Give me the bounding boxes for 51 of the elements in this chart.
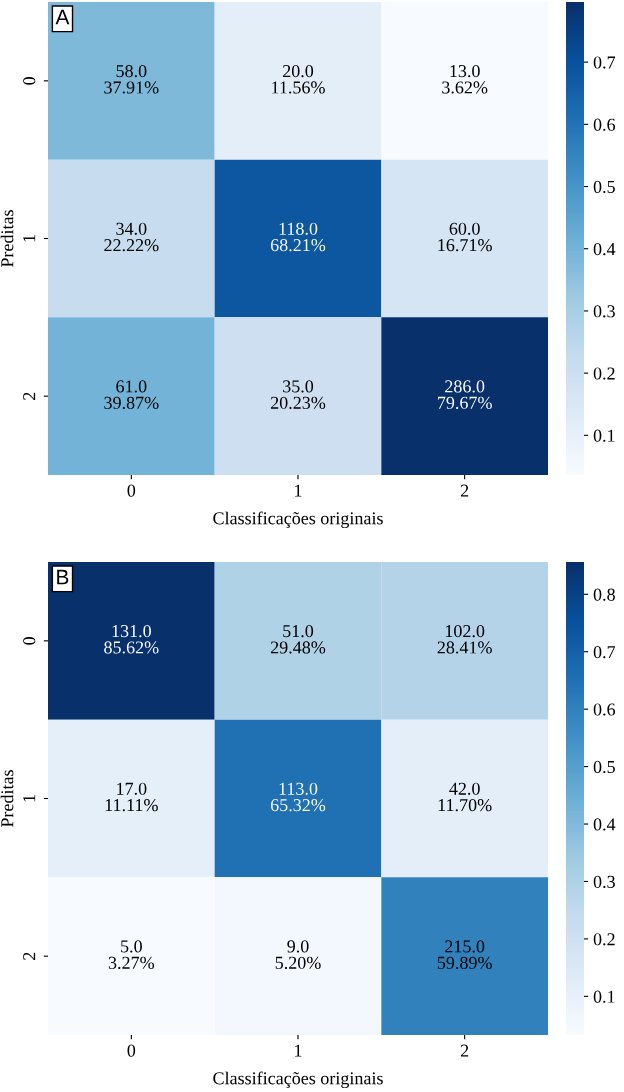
color-bar-label: 0.4 <box>593 242 616 256</box>
y-tick-label: 0 <box>23 637 36 645</box>
data-label: 286.0 79.67% <box>438 380 492 409</box>
x-tick-label: 0 <box>127 1044 136 1057</box>
y-tick-label: 1 <box>23 795 36 802</box>
data-label: 102.0 28.41% <box>437 624 492 654</box>
color-bar-label: 0.7 <box>593 56 616 69</box>
x-tick-label: 2 <box>460 1044 469 1057</box>
data-label: 131.0 85.62% <box>104 624 159 654</box>
y-tick-label: 0 <box>23 77 36 85</box>
y-tick-label: 2 <box>23 952 36 960</box>
data-label: 9.0 5.20% <box>275 940 321 969</box>
color-bar-label: 0.2 <box>593 367 615 380</box>
color-bar-label: 0.3 <box>593 305 615 318</box>
x-tick-label: 1 <box>295 1044 302 1057</box>
color-bar-label: 0.2 <box>593 933 615 946</box>
data-label: 61.0 39.87% <box>104 380 159 409</box>
color-bar-label: 0.4 <box>593 818 616 831</box>
x-axis-title: Classificações originais <box>213 1071 383 1089</box>
data-label: 34.0 22.22% <box>104 222 159 252</box>
data-label: 215.0 59.89% <box>437 940 492 969</box>
color-bar-label: 0.8 <box>593 588 615 601</box>
color-bar-label: 0.3 <box>593 875 615 888</box>
x-axis-title: Classificações originais <box>213 511 383 529</box>
data-label: 5.0 3.27% <box>108 940 155 969</box>
data-label: 51.0 29.48% <box>270 624 326 654</box>
y-axis-title: Preditas <box>0 770 14 828</box>
y-tick-label: 2 <box>23 392 36 400</box>
color-bar-label: 0.6 <box>593 118 616 131</box>
data-label: 17.0 11.11% <box>105 782 158 812</box>
chart-title: B <box>57 569 69 585</box>
x-tick-label: 0 <box>127 484 136 497</box>
color-bar-label: 0.5 <box>593 760 615 774</box>
data-label: 113.0 65.32% <box>270 782 326 812</box>
chart-title: A <box>55 9 70 25</box>
data-label: 60.0 16.71% <box>438 222 492 252</box>
color-bar-label: 0.1 <box>593 429 615 442</box>
color-bar-label: 0.6 <box>593 703 616 716</box>
data-label: 42.0 11.70% <box>438 782 492 812</box>
data-label: 35.0 20.23% <box>270 380 326 409</box>
color-bar-label: 0.7 <box>593 645 616 659</box>
data-label: 13.0 3.62% <box>442 64 488 94</box>
x-tick-label: 1 <box>295 484 302 497</box>
y-tick-label: 1 <box>23 235 36 242</box>
data-label: 58.0 37.91% <box>104 64 159 94</box>
x-tick-label: 2 <box>460 484 469 497</box>
data-label: 20.0 11.56% <box>272 64 325 94</box>
color-bar-label: 0.5 <box>593 180 615 194</box>
data-label: 118.0 68.21% <box>270 222 326 252</box>
color-bar-label: 0.1 <box>593 990 615 1003</box>
y-axis-title: Preditas <box>0 210 14 268</box>
